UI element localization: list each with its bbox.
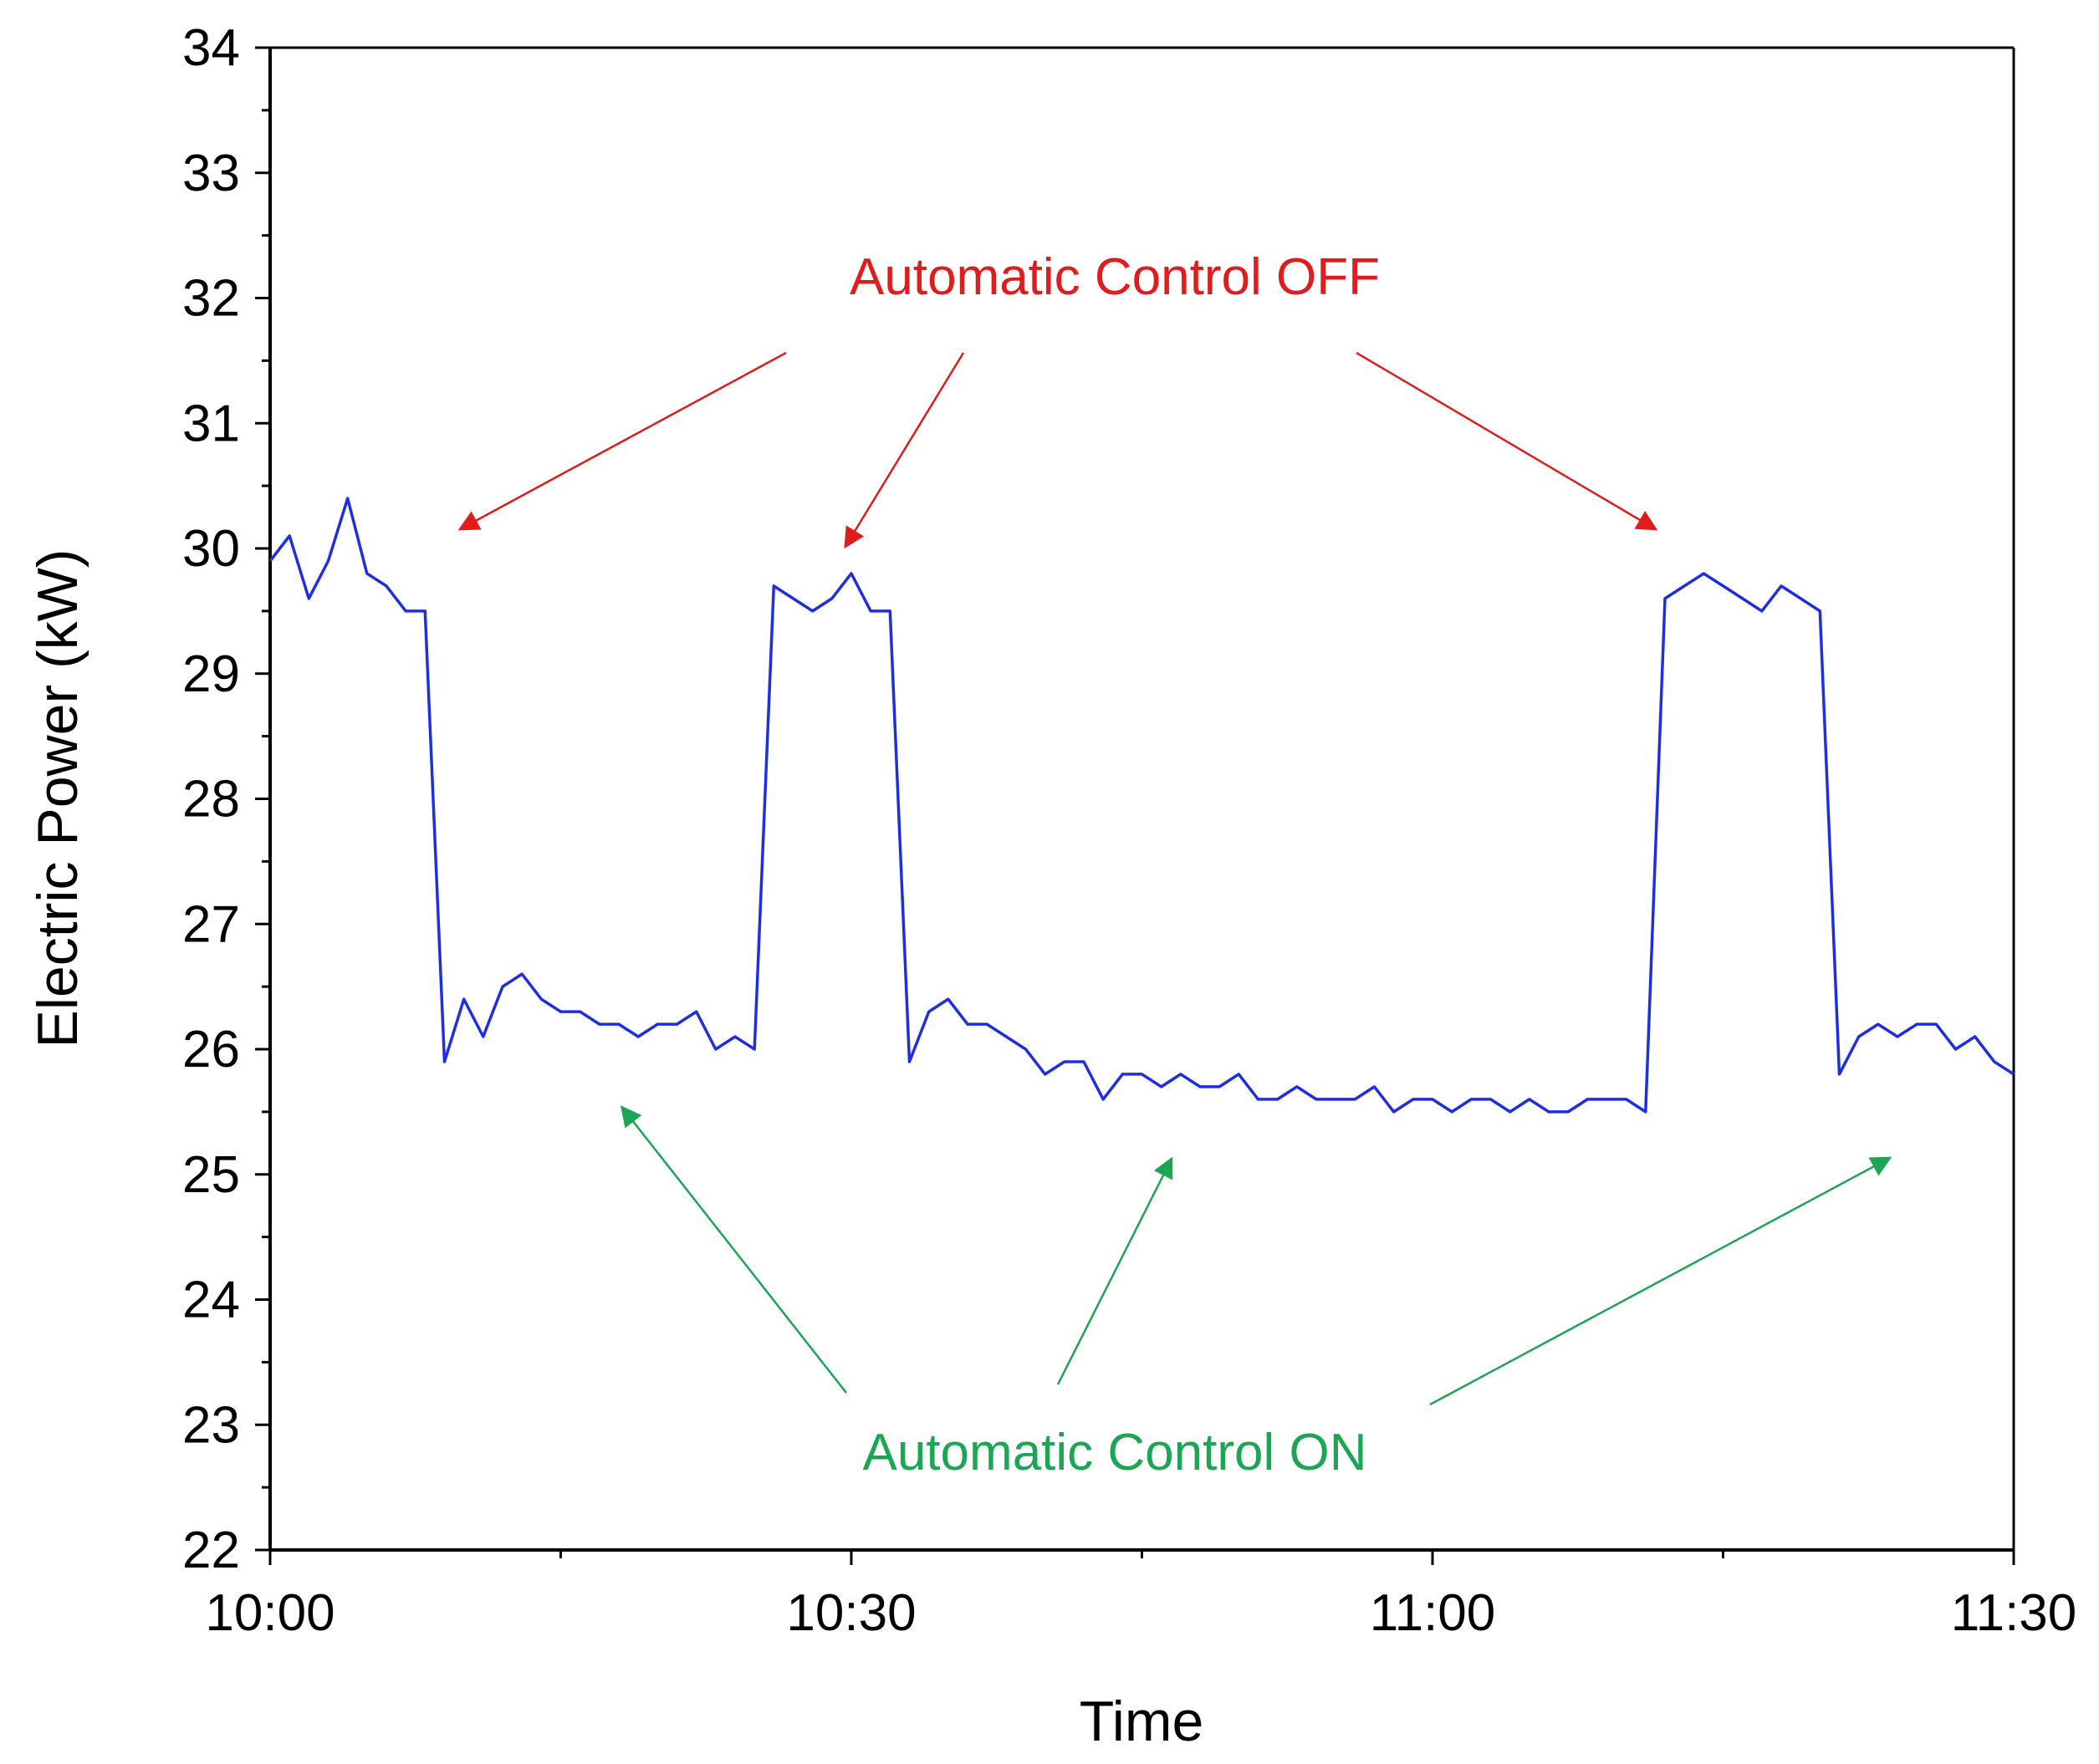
y-tick-label: 26 <box>182 1021 240 1078</box>
annotation-on-text: Automatic Control ON <box>863 1424 1367 1481</box>
annotation-on-arrow-2 <box>1056 1156 1173 1385</box>
x-tick-label: 11:00 <box>1370 1584 1496 1642</box>
annotation-on-arrow-3 <box>1429 1156 1892 1406</box>
y-tick-label: 29 <box>182 645 240 703</box>
annotation-off-arrow-2 <box>844 352 965 549</box>
y-ticks: 22 23 24 25 26 27 28 29 30 31 32 33 34 <box>182 19 270 1579</box>
y-tick-label: 27 <box>182 895 240 953</box>
series-line <box>268 497 2015 1114</box>
annotation-off-text: Automatic Control OFF <box>850 248 1380 306</box>
y-tick-label: 24 <box>182 1272 240 1329</box>
y-tick-label: 28 <box>182 771 240 828</box>
x-tick-label: 10:30 <box>786 1584 916 1642</box>
x-ticks: 10:00 10:30 11:00 11:30 <box>205 1550 2076 1642</box>
annotations: Automatic Control OFF Automatic Control … <box>457 248 1892 1481</box>
x-tick-label: 11:30 <box>1951 1584 2077 1642</box>
y-tick-label: 30 <box>182 520 240 578</box>
y-tick-label: 34 <box>182 19 240 77</box>
y-tick-label: 33 <box>182 145 240 202</box>
annotation-on-arrow-1 <box>620 1105 847 1394</box>
y-axis-title: Electric Power (kW) <box>26 549 89 1048</box>
series-group <box>268 497 2015 1114</box>
y-tick-label: 23 <box>182 1396 240 1454</box>
y-tick-label: 22 <box>182 1522 240 1579</box>
y-tick-label: 25 <box>182 1146 240 1204</box>
annotation-off-arrow-3 <box>1356 351 1658 531</box>
annotation-off-arrow-1 <box>457 351 787 531</box>
x-axis-title: Time <box>1080 1690 1204 1753</box>
y-tick-label: 31 <box>182 395 240 452</box>
x-tick-label: 10:00 <box>205 1584 335 1642</box>
y-tick-label: 32 <box>182 270 240 328</box>
